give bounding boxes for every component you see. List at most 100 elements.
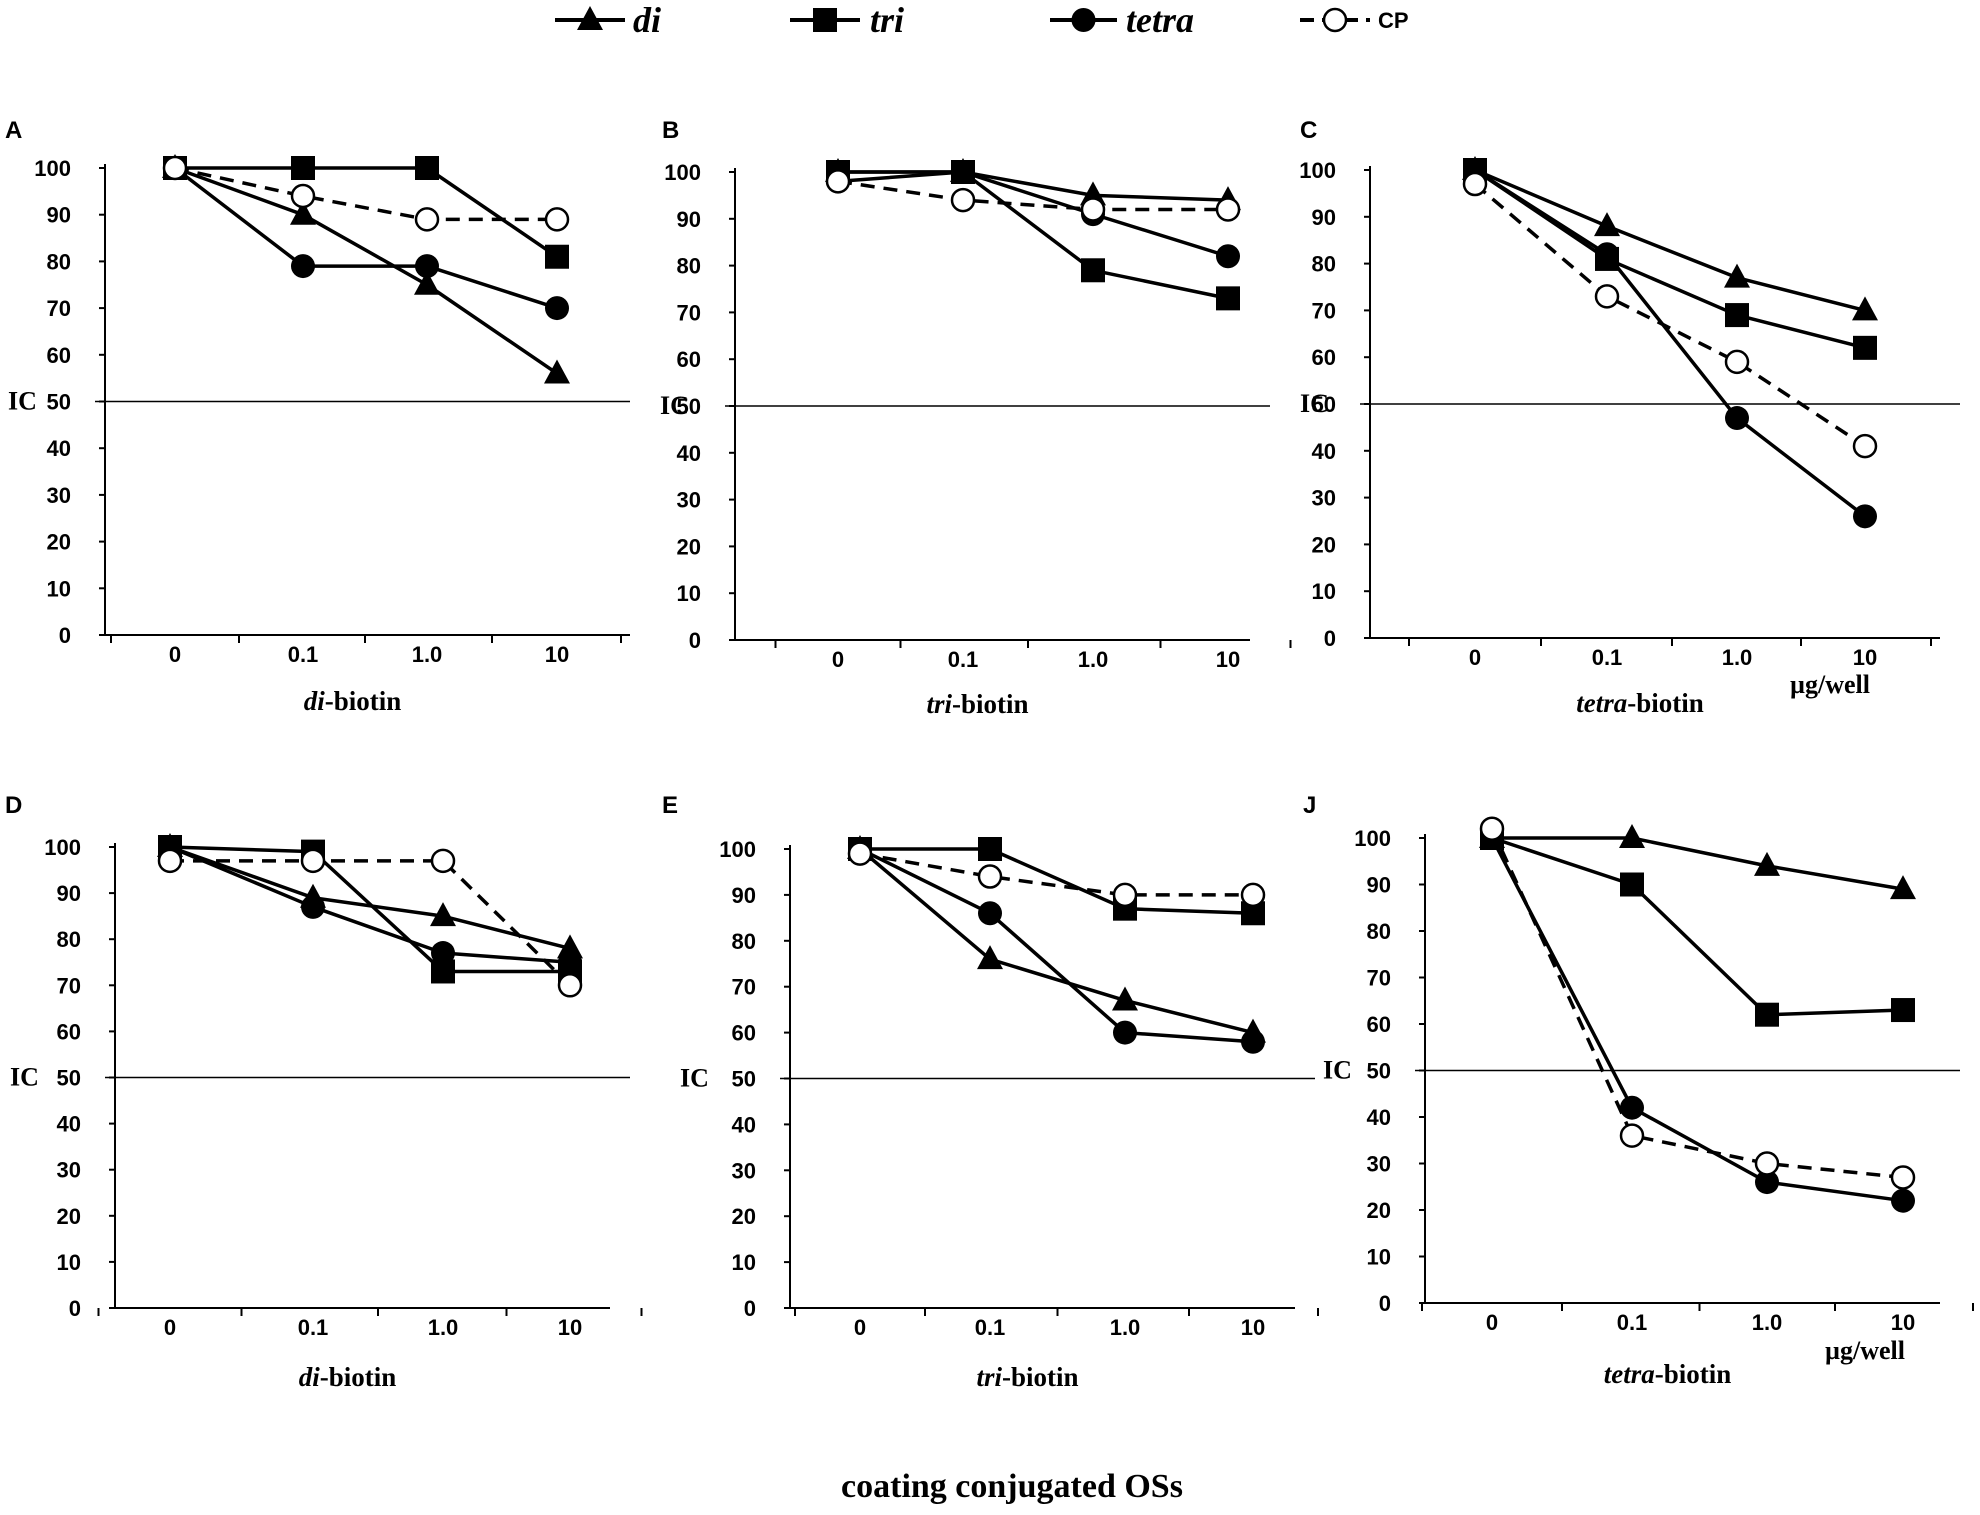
point-cp <box>1724 349 1750 375</box>
x-tick-label: 10 <box>1891 1310 1915 1335</box>
ic-label: IC <box>1323 1056 1352 1085</box>
point-tri <box>1755 1002 1779 1027</box>
y-tick-label: 100 <box>719 837 756 862</box>
y-tick-label: 30 <box>677 488 701 513</box>
y-tick-label: 0 <box>1379 1291 1391 1316</box>
series-line-cp <box>1490 827 1904 1180</box>
y-tick-label: 90 <box>57 881 81 906</box>
series-line-di <box>174 166 558 375</box>
series-line-tri <box>838 170 1229 301</box>
point-cp <box>162 155 188 181</box>
panel-letter: B <box>662 117 679 144</box>
point-tetra <box>1241 1029 1265 1054</box>
y-tick-label: 80 <box>1312 252 1336 277</box>
panel-letter: E <box>662 792 678 819</box>
x-tick-label: 1.0 <box>428 1315 459 1340</box>
point-tetra <box>1725 406 1749 431</box>
y-tick-label: 100 <box>1354 826 1391 851</box>
y-tick-label: 40 <box>47 436 71 461</box>
point-tri <box>1620 872 1644 897</box>
point-tetra <box>415 254 439 279</box>
unit-label: µg/well <box>1825 1336 1905 1365</box>
point-tri <box>978 837 1002 861</box>
y-tick-label: 100 <box>1299 158 1336 183</box>
point-cp <box>414 207 440 232</box>
point-tri <box>1725 303 1749 328</box>
point-tetra <box>301 894 325 919</box>
y-tick-label: 70 <box>732 975 756 1000</box>
y-tick-label: 0 <box>69 1296 81 1321</box>
y-tick-label: 50 <box>732 1067 756 1092</box>
point-cp <box>1479 816 1505 841</box>
series-line-cp <box>1473 182 1866 448</box>
y-tick-label: 0 <box>689 628 701 653</box>
y-tick-label: 20 <box>47 530 71 555</box>
point-di <box>290 200 316 225</box>
point-tri <box>545 244 569 269</box>
y-tick-label: 50 <box>677 394 701 419</box>
panel-e: E 0 10 20 30 40 50 60 70 80 90 100 0 0.1 1.0 10 IC tri-bi… <box>662 792 1319 1392</box>
figure-caption: coating conjugated OSs <box>841 1468 1183 1505</box>
panel-d: D 0 10 20 30 40 50 60 70 80 90 100 0 0.1 1.0 10 IC di-bio… <box>5 792 643 1392</box>
point-cp <box>1594 284 1620 309</box>
panel-letter: A <box>5 117 22 144</box>
series-line-tri <box>1491 836 1904 1017</box>
unit-label: µg/well <box>1790 670 1870 699</box>
point-cp <box>430 848 456 874</box>
y-tick-label: 30 <box>732 1158 756 1183</box>
y-tick-label: 90 <box>47 203 71 228</box>
x-tick-label: 1.0 <box>1752 1310 1783 1335</box>
x-tick-label: 10 <box>1241 1315 1265 1340</box>
panel-a: A 0 10 20 30 40 50 60 70 80 90 100 0 0.1 1.0 10 IC di-bio… <box>5 117 630 716</box>
y-tick-label: 100 <box>664 160 701 185</box>
point-cp <box>825 169 851 194</box>
y-tick-label: 50 <box>1312 392 1336 417</box>
point-tetra <box>1853 504 1877 529</box>
series-line-tetra <box>173 166 558 310</box>
y-tick-label: 40 <box>1367 1105 1391 1130</box>
point-tri <box>415 156 439 180</box>
point-cp <box>977 864 1003 889</box>
x-axis-label: di-biotin <box>304 686 402 716</box>
y-tick-label: 40 <box>732 1112 756 1137</box>
y-tick-label: 20 <box>732 1204 756 1229</box>
y-tick-label: 50 <box>1367 1059 1391 1084</box>
y-tick-label: 10 <box>47 576 71 601</box>
point-tri <box>1216 286 1240 311</box>
x-axis-label: tri-biotin <box>926 689 1028 719</box>
y-tick-label: 0 <box>744 1296 756 1321</box>
series-line-cp <box>837 179 1228 212</box>
x-tick-label: 0.1 <box>1592 645 1623 670</box>
point-tetra <box>545 296 569 321</box>
x-tick-label: 10 <box>1216 647 1240 672</box>
y-tick-label: 10 <box>732 1250 756 1275</box>
y-tick-label: 80 <box>57 927 81 952</box>
ic-label: IC <box>660 391 689 420</box>
series-line-tri <box>175 166 558 259</box>
x-tick-label: 1.0 <box>412 642 443 667</box>
y-tick-label: 60 <box>47 343 71 368</box>
y-tick-label: 0 <box>1324 626 1336 651</box>
y-tick-label: 70 <box>47 296 71 321</box>
series-line-cp <box>859 851 1253 897</box>
y-tick-label: 80 <box>47 249 71 274</box>
point-cp <box>1754 1151 1780 1176</box>
x-tick-label: 0.1 <box>975 1315 1006 1340</box>
point-tetra <box>1216 244 1240 269</box>
point-cp <box>847 841 873 866</box>
legend: di tri tetra CP <box>555 0 1409 40</box>
y-tick-label: 30 <box>1312 486 1336 511</box>
y-tick-label: 90 <box>732 883 756 908</box>
point-cp <box>1890 1165 1916 1190</box>
ic-label: IC <box>10 1063 39 1092</box>
point-tetra <box>558 950 582 975</box>
ic-label: IC <box>680 1064 709 1093</box>
panel-b: B 0 10 20 30 40 50 60 70 80 90 100 0 0.1 1.0 10 IC tri-bi… <box>660 117 1292 719</box>
y-tick-label: 80 <box>1367 919 1391 944</box>
y-tick-label: 30 <box>57 1158 81 1183</box>
point-tetra <box>978 901 1002 926</box>
ic-label: IC <box>8 387 37 416</box>
series-line-cp <box>174 166 557 222</box>
y-tick-label: 60 <box>677 347 701 372</box>
x-tick-label: 0.1 <box>298 1315 329 1340</box>
